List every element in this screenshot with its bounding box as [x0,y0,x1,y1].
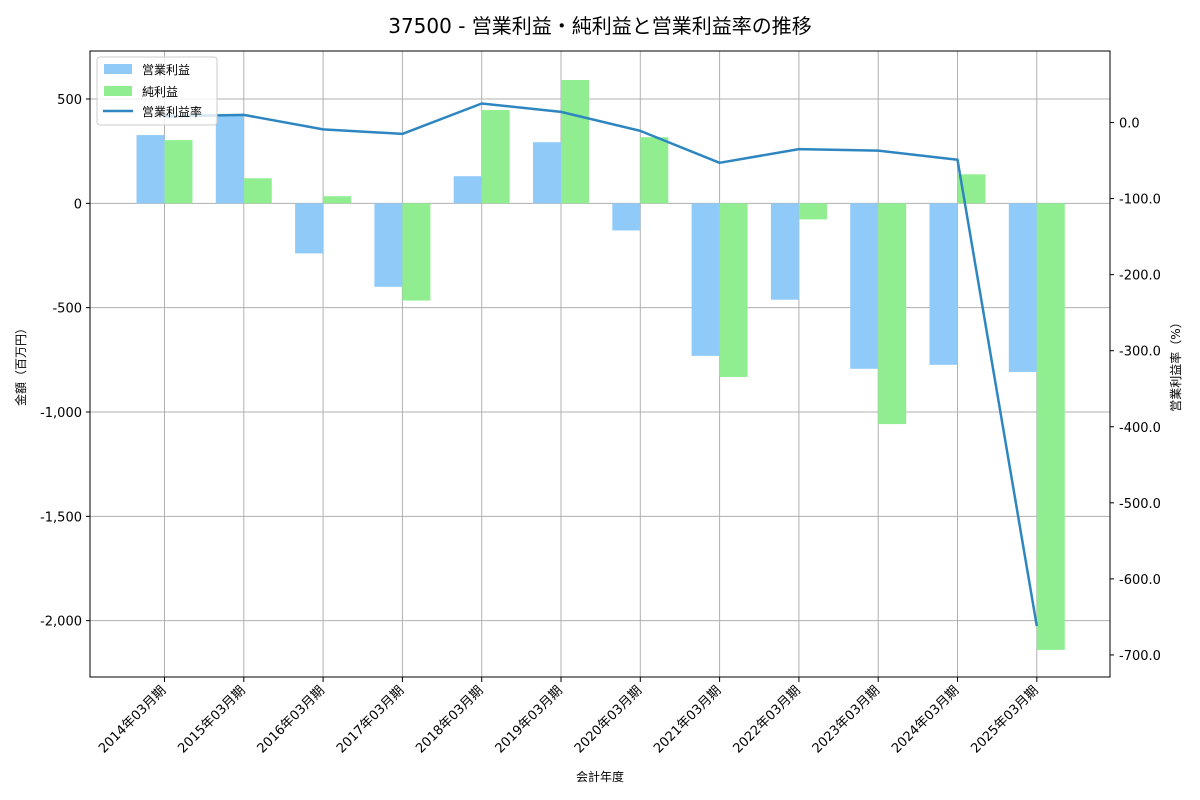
legend-label-operating-profit: 営業利益 [142,63,190,77]
y-tick-label-left: 500 [57,93,82,108]
bar-operating-profit [295,203,324,254]
x-tick-label: 2024年03月期 [889,683,962,756]
legend-swatch-net-profit [104,86,132,96]
bar-net-profit [481,110,510,204]
x-tick-label: 2020年03月期 [572,683,645,756]
bar-series [136,80,1065,650]
bar-net-profit [243,178,272,204]
x-axis: 2014年03月期 2015年03月期 2016年03月期 2017年03月期 2018… [96,677,1042,757]
y-tick-label-left: -2,000 [40,615,82,630]
y-tick-label-right: -600.0 [1119,573,1161,588]
legend-label-operating-margin: 営業利益率 [142,104,202,119]
plot-frame [89,50,1111,678]
line-series [164,102,1039,627]
y-axis-right-label: 営業利益率（%） [1168,316,1183,411]
legend-swatch-operating-profit [104,64,132,74]
x-tick-label: 2016年03月期 [255,683,328,756]
bar-operating-profit [612,203,641,231]
legend-label-net-profit: 純利益 [142,85,178,99]
x-tick-label: 2023年03月期 [810,683,883,756]
bar-operating-profit [136,135,165,204]
y-tick-label-left: -1,500 [40,510,82,525]
y-tick-label-left: 0 [74,197,82,212]
x-axis-label: 会計年度 [576,769,624,784]
bar-net-profit [640,137,669,204]
y-axis-left-label: 金額（百万円） [13,322,28,406]
y-tick-label-right: -100.0 [1119,193,1161,208]
y-tick-label-right: -400.0 [1119,421,1161,436]
bar-net-profit [798,203,827,220]
bar-operating-profit [770,203,799,300]
bar-net-profit [719,203,748,377]
y-tick-label-right: -300.0 [1119,345,1161,360]
bar-net-profit [164,140,193,204]
bar-net-profit [323,196,352,204]
x-tick-label: 2019年03月期 [493,683,566,756]
bar-operating-profit [215,114,244,204]
x-tick-label: 2015年03月期 [175,683,248,756]
bar-operating-profit [1008,203,1037,372]
legend: 営業利益 純利益 営業利益率 [96,56,218,126]
x-tick-label: 2021年03月期 [651,683,724,756]
bar-net-profit [1036,203,1065,650]
line-operating-margin [164,102,1039,627]
y-tick-label-right: 0.0 [1119,116,1140,131]
x-tick-label: 2025年03月期 [968,683,1041,756]
bar-operating-profit [533,142,561,204]
y-tick-label-right: -200.0 [1119,269,1161,284]
bar-operating-profit [374,203,403,287]
y-tick-label-right: -500.0 [1119,497,1161,512]
bar-net-profit [878,203,907,425]
y-axis-right: 0.0 -100.0 -200.0 -300.0 -400.0 -500.0 -600.0 -… [1110,116,1161,664]
y-axis-left: 500 0 -500 -1,000 -1,500 -2,000 [40,93,90,630]
chart-title: 37500 - 営業利益・純利益と営業利益率の推移 [388,14,812,38]
y-tick-label-left: -1,000 [40,406,82,421]
bar-operating-profit [850,203,879,369]
bar-operating-profit [453,176,482,204]
x-tick-label: 2017年03月期 [334,683,407,756]
bar-operating-profit [929,203,958,365]
x-tick-label: 2014年03月期 [96,683,169,756]
bar-net-profit [561,80,589,204]
x-tick-label: 2018年03月期 [413,683,486,756]
x-tick-label: 2022年03月期 [730,683,803,756]
y-tick-label-left: -500 [52,302,82,317]
bar-operating-profit [691,203,720,356]
y-tick-label-right: -700.0 [1119,649,1161,664]
bar-net-profit [402,203,431,301]
